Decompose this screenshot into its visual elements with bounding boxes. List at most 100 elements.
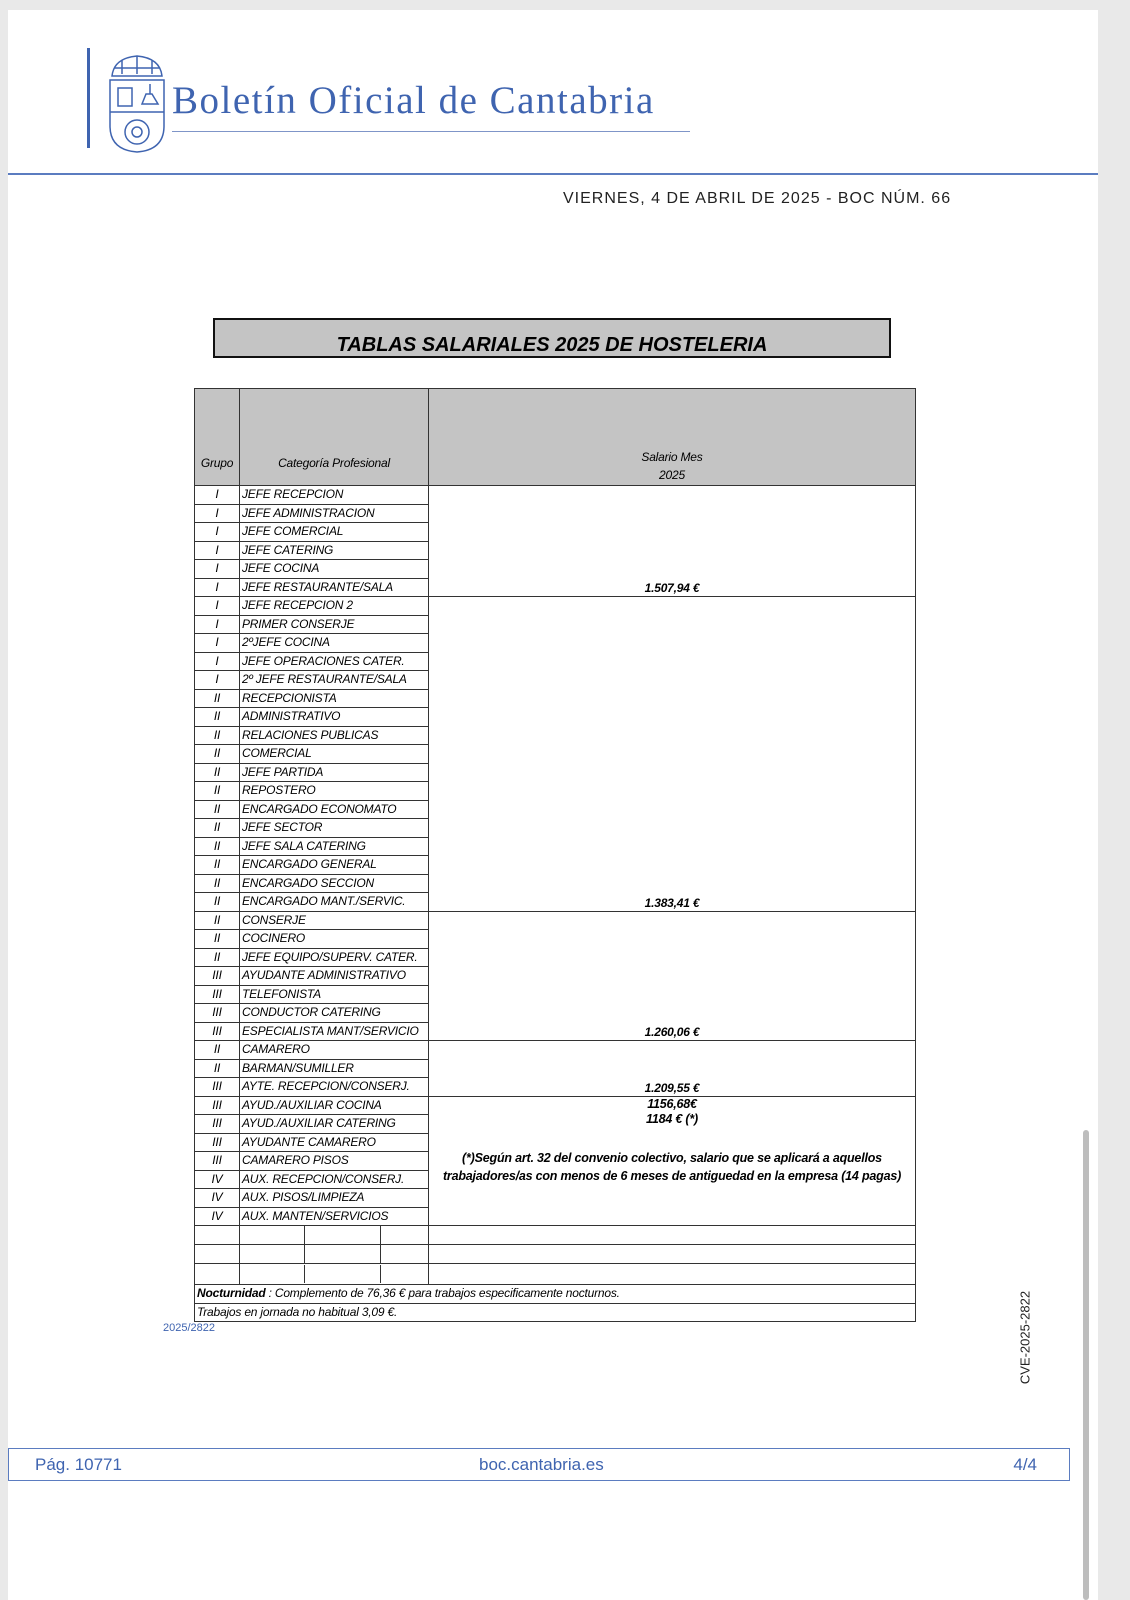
table-row: III CONDUCTOR CATERING (194, 1003, 916, 1023)
categoria-cell: JEFE RESTAURANTE/SALA (239, 577, 429, 597)
grupo-cell: II (194, 836, 240, 856)
empty-cell (194, 1244, 240, 1264)
table-row: III AYUD./AUXILIAR COCINA 1156,68€ 1184 € (… (194, 1095, 916, 1226)
categoria-cell: ESPECIALISTA MANT/SERVICIO (239, 1021, 429, 1041)
footer-page-count: 4/4 (1013, 1455, 1037, 1474)
salary-value: 1156,68€ (647, 1096, 697, 1111)
table-row: II REPOSTERO (194, 781, 916, 801)
categoria-cell: AYUD./AUXILIAR CATERING (239, 1114, 429, 1134)
categoria-cell: RECEPCIONISTA (239, 688, 429, 708)
empty-cell (239, 1244, 429, 1264)
categoria-cell: JEFE COMERCIAL (239, 522, 429, 542)
footer-website-link[interactable]: boc.cantabria.es (479, 1455, 604, 1474)
grupo-cell: I (194, 651, 240, 671)
table-row: II ENCARGADO ECONOMATO (194, 799, 916, 819)
grupo-cell: III (194, 1151, 240, 1171)
header-categoria: Categoría Profesional (239, 388, 429, 486)
table-row: III AYUDANTE CAMARERO (194, 1132, 916, 1152)
empty-cell (194, 1225, 240, 1245)
boletin-title: Boletín Oficial de Cantabria (172, 79, 655, 122)
table-row: I JEFE COCINA (194, 559, 916, 579)
jornada-cell: Trabajos en jornada no habitual 3,09 €. (194, 1302, 916, 1322)
document-page: Boletín Oficial de Cantabria VIERNES, 4 … (8, 10, 1098, 1600)
jornada-row: Trabajos en jornada no habitual 3,09 €. (194, 1302, 916, 1322)
salary-cell: 1.260,06 € (428, 910, 916, 1041)
categoria-cell: CONDUCTOR CATERING (239, 1003, 429, 1023)
grupo-cell: II (194, 1058, 240, 1078)
categoria-cell: PRIMER CONSERJE (239, 614, 429, 634)
table-title: TABLAS SALARIALES 2025 DE HOSTELERIA (336, 334, 768, 356)
table-row: II COCINERO (194, 929, 916, 949)
table-row: II JEFE SALA CATERING (194, 836, 916, 856)
categoria-cell: JEFE ADMINISTRACION (239, 503, 429, 523)
categoria-cell: AUX. RECEPCION/CONSERJ. (239, 1169, 429, 1189)
nocturnidad-row: Nocturnidad : Complemento de 76,36 € par… (194, 1284, 916, 1304)
categoria-cell: AYTE. RECEPCION/CONSERJ. (239, 1077, 429, 1097)
categoria-cell: 2º JEFE RESTAURANTE/SALA (239, 670, 429, 690)
grupo-cell: III (194, 1095, 240, 1115)
grupo-cell: II (194, 818, 240, 838)
table-row: III CAMARERO PISOS (194, 1151, 916, 1171)
grupo-cell: II (194, 855, 240, 875)
categoria-cell: AYUDANTE CAMARERO (239, 1132, 429, 1152)
table-row: I JEFE RECEPCION 2 1.383,41 € (194, 596, 916, 912)
grupo-cell: IV (194, 1169, 240, 1189)
table-row: III ESPECIALISTA MANT/SERVICIO (194, 1021, 916, 1041)
categoria-cell: ENCARGADO MANT./SERVIC. (239, 892, 429, 912)
grupo-cell: II (194, 947, 240, 967)
header-salario: Salario Mes 2025 (428, 388, 916, 486)
categoria-cell: JEFE SECTOR (239, 818, 429, 838)
table-row: III TELEFONISTA (194, 984, 916, 1004)
issue-date: VIERNES, 4 DE ABRIL DE 2025 - BOC NÚM. 6… (563, 190, 952, 207)
grupo-cell: II (194, 744, 240, 764)
page-footer: Pág. 10771 boc.cantabria.es 4/4 (8, 1448, 1070, 1481)
grupo-cell: IV (194, 1206, 240, 1226)
salary-value-new-hire: 1184 € (*) (646, 1111, 698, 1126)
categoria-cell: COCINERO (239, 929, 429, 949)
grupo-cell: II (194, 873, 240, 893)
categoria-cell: RELACIONES PUBLICAS (239, 725, 429, 745)
categoria-cell: AYUDANTE ADMINISTRATIVO (239, 966, 429, 986)
categoria-cell: CAMARERO (239, 1040, 429, 1060)
vertical-scrollbar[interactable] (1083, 1130, 1089, 1600)
header-salario-line2: 2025 (659, 468, 685, 482)
grupo-cell: I (194, 540, 240, 560)
grupo-cell: II (194, 1040, 240, 1060)
categoria-cell: ENCARGADO ECONOMATO (239, 799, 429, 819)
grupo-cell: I (194, 485, 240, 505)
grupo-cell: I (194, 559, 240, 579)
table-header-row: Grupo Categoría Profesional Salario Mes … (194, 388, 916, 486)
categoria-cell: BARMAN/SUMILLER (239, 1058, 429, 1078)
salary-footnote: (*)Según art. 32 del convenio colectivo,… (442, 1150, 902, 1183)
table-title-box: TABLAS SALARIALES 2025 DE HOSTELERIA (213, 318, 891, 358)
categoria-cell: ADMINISTRATIVO (239, 707, 429, 727)
grupo-cell: IV (194, 1188, 240, 1208)
footer-page-number: Pág. 10771 (35, 1455, 122, 1474)
categoria-cell: JEFE PARTIDA (239, 762, 429, 782)
categoria-cell: ENCARGADO SECCION (239, 873, 429, 893)
table-row: II JEFE SECTOR (194, 818, 916, 838)
grupo-cell: II (194, 707, 240, 727)
grupo-cell: III (194, 1077, 240, 1097)
table-row: II ENCARGADO SECCION (194, 873, 916, 893)
grupo-cell: I (194, 522, 240, 542)
header-grupo: Grupo (194, 388, 240, 486)
nocturnidad-label: Nocturnidad (197, 1286, 266, 1301)
grupo-cell: III (194, 966, 240, 986)
empty-row (194, 1263, 916, 1285)
categoria-cell: CONSERJE (239, 910, 429, 930)
header-salario-line1: Salario Mes (641, 450, 703, 464)
salary-cell-special: 1156,68€ 1184 € (*) (*)Según art. 32 del c… (428, 1095, 916, 1226)
table-row: I JEFE COMERCIAL (194, 522, 916, 542)
table-body: I JEFE RECEPCION 1.507,94 € I JEFE ADMINISTR… (194, 485, 916, 1322)
grupo-cell: III (194, 1114, 240, 1134)
table-row: II ENCARGADO GENERAL (194, 855, 916, 875)
categoria-cell: JEFE EQUIPO/SUPERV. CATER. (239, 947, 429, 967)
grupo-cell: III (194, 1021, 240, 1041)
categoria-cell: JEFE OPERACIONES CATER. (239, 651, 429, 671)
grupo-cell: I (194, 614, 240, 634)
categoria-cell: AUX. MANTEN/SERVICIOS (239, 1206, 429, 1226)
grupo-cell: II (194, 929, 240, 949)
categoria-cell: REPOSTERO (239, 781, 429, 801)
table-row: III AYUDANTE ADMINISTRATIVO (194, 966, 916, 986)
